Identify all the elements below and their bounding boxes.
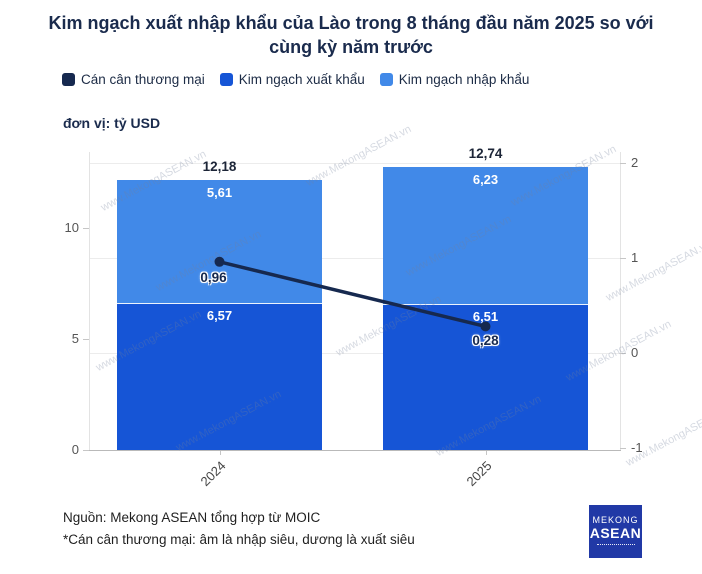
source-text: Nguồn: Mekong ASEAN tổng hợp từ MOIC	[63, 510, 321, 525]
y-axis-left-label: 5	[71, 331, 79, 346]
footnote-text: *Cán cân thương mại: âm là nhập siêu, dư…	[63, 532, 415, 547]
bar-value-exports: 6,57	[206, 308, 233, 324]
legend-swatch-exports-icon	[219, 73, 233, 86]
y-axis-left-tick	[83, 228, 89, 229]
legend-label: Cán cân thương mại	[81, 72, 205, 87]
logo-tagline	[596, 544, 635, 547]
right-axis-line	[620, 152, 621, 450]
legend-swatch-imports-icon	[379, 73, 393, 86]
legend-item-imports: Kim ngạch nhập khẩu	[379, 72, 530, 87]
x-axis-label: 2025	[463, 458, 495, 490]
x-axis-line	[89, 450, 621, 451]
trade-balance-value: 0,96	[200, 269, 227, 285]
legend-label: Kim ngạch xuất khẩu	[238, 72, 365, 87]
legend: Cán cân thương mại Kim ngạch xuất khẩu K…	[62, 72, 529, 87]
left-axis-line	[89, 152, 90, 450]
unit-label: đơn vị: tỷ USD	[63, 115, 161, 131]
y-axis-left-tick	[83, 450, 89, 451]
bar-segment-exports	[117, 304, 322, 450]
logo-text-bottom: ASEAN	[589, 525, 642, 542]
trade-balance-value: 0,28	[472, 333, 499, 349]
y-axis-right-tick	[620, 353, 626, 354]
gridline	[89, 353, 620, 354]
legend-item-trade-balance: Cán cân thương mại	[62, 72, 205, 87]
mekong-asean-logo: MEKONG ASEAN	[589, 505, 642, 558]
y-axis-right-tick	[620, 163, 626, 164]
x-axis-label: 2024	[197, 458, 229, 490]
y-axis-left-tick	[83, 339, 89, 340]
bar-total-label: 12,74	[468, 146, 503, 162]
x-axis-tick	[485, 450, 487, 455]
watermark-text: www.MekongASEAN.vn	[604, 238, 702, 304]
bar-segment-exports	[383, 305, 588, 450]
chart-title: Kim ngạch xuất nhập khẩu của Lào trong 8…	[48, 13, 654, 57]
bar-total-label: 12,18	[202, 158, 237, 174]
y-axis-right-label: 1	[631, 250, 639, 265]
y-axis-right-tick	[620, 258, 626, 259]
watermark-text: www.MekongASEAN.vn	[624, 403, 702, 469]
bar-value-exports: 6,51	[472, 309, 499, 325]
legend-item-exports: Kim ngạch xuất khẩu	[219, 72, 365, 87]
gridline	[89, 258, 620, 259]
logo-text-top: MEKONG	[592, 514, 639, 525]
y-axis-right-tick	[620, 448, 626, 449]
legend-label: Kim ngạch nhập khẩu	[398, 72, 530, 87]
gridline	[89, 163, 620, 164]
bar-segment-imports	[383, 167, 588, 306]
bar-value-imports: 5,61	[206, 184, 233, 200]
y-axis-right-label: -1	[631, 440, 643, 455]
y-axis-left-label: 0	[71, 442, 79, 457]
x-axis-tick	[219, 450, 221, 455]
legend-swatch-trade-balance-icon	[62, 73, 75, 86]
bar-value-imports: 6,23	[472, 172, 499, 188]
y-axis-left-label: 10	[64, 220, 79, 235]
y-axis-right-label: 0	[631, 345, 639, 360]
y-axis-right-label: 2	[631, 155, 639, 170]
